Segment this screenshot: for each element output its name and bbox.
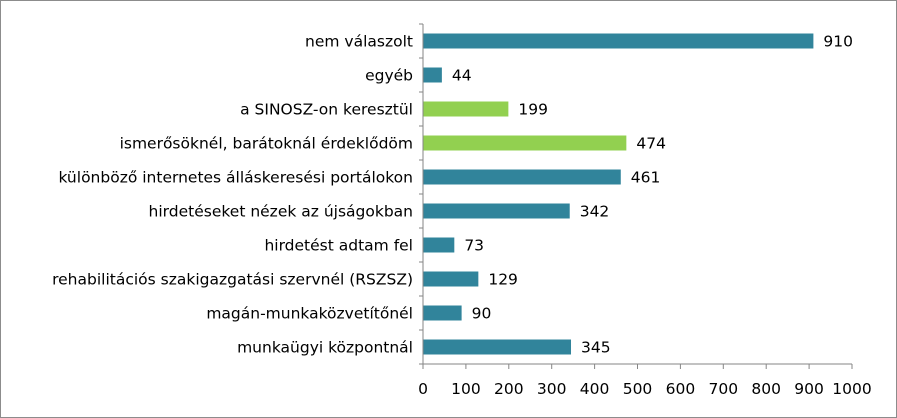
x-tick-label-0: 0 (418, 380, 428, 398)
bar-3 (423, 135, 627, 151)
x-tick-label-6: 600 (666, 380, 696, 398)
category-label-8: magán-munkaközvetítőnél (206, 305, 413, 323)
category-label-2: a SINOSZ-on keresztül (240, 101, 413, 119)
bars-group (423, 33, 814, 355)
category-label-0: nem válaszolt (305, 33, 413, 51)
value-label-9: 345 (581, 339, 611, 357)
value-label-6: 73 (464, 237, 484, 255)
bar-1 (423, 67, 442, 83)
category-label-9: munkaügyi központnál (237, 339, 413, 357)
category-label-7: rehabilitációs szakigazgatási szervnél (… (52, 271, 413, 289)
x-tick-label-1: 100 (451, 380, 481, 398)
x-tick-label-2: 200 (494, 380, 524, 398)
value-label-8: 90 (472, 305, 492, 323)
bar-7 (423, 271, 479, 287)
value-label-1: 44 (452, 67, 472, 85)
value-label-7: 129 (488, 271, 518, 289)
value-label-0: 910 (823, 33, 853, 51)
bar-4 (423, 169, 621, 185)
value-label-3: 474 (636, 135, 666, 153)
category-label-1: egyéb (365, 67, 413, 85)
x-tick-label-3: 300 (537, 380, 567, 398)
bar-8 (423, 305, 462, 321)
category-label-5: hirdetéseket nézek az újságokban (149, 203, 413, 221)
bar-5 (423, 203, 570, 219)
x-tick-label-9: 900 (794, 380, 824, 398)
category-label-4: különböző internetes álláskeresési portá… (58, 169, 413, 187)
value-label-4: 461 (631, 169, 661, 187)
category-label-3: ismerősöknél, barátoknál érdeklődöm (120, 135, 413, 153)
x-tick-labels: 0 100 200 300 400 500 600 700 800 900 1000 (418, 380, 872, 398)
x-tick-label-4: 400 (580, 380, 610, 398)
bar-9 (423, 339, 572, 355)
category-labels: nem válaszolt egyéb a SINOSZ-on keresztül i… (52, 33, 413, 357)
value-label-5: 342 (580, 203, 610, 221)
x-tick-label-8: 800 (751, 380, 781, 398)
category-label-6: hirdetést adtam fel (264, 237, 413, 255)
x-tick-label-5: 500 (623, 380, 653, 398)
value-label-2: 199 (518, 101, 548, 119)
bar-6 (423, 237, 455, 253)
bar-0 (423, 33, 814, 49)
axes-group (419, 23, 853, 369)
x-tick-label-10: 1000 (832, 380, 871, 398)
x-tick-label-7: 700 (709, 380, 739, 398)
bar-2 (423, 101, 509, 117)
